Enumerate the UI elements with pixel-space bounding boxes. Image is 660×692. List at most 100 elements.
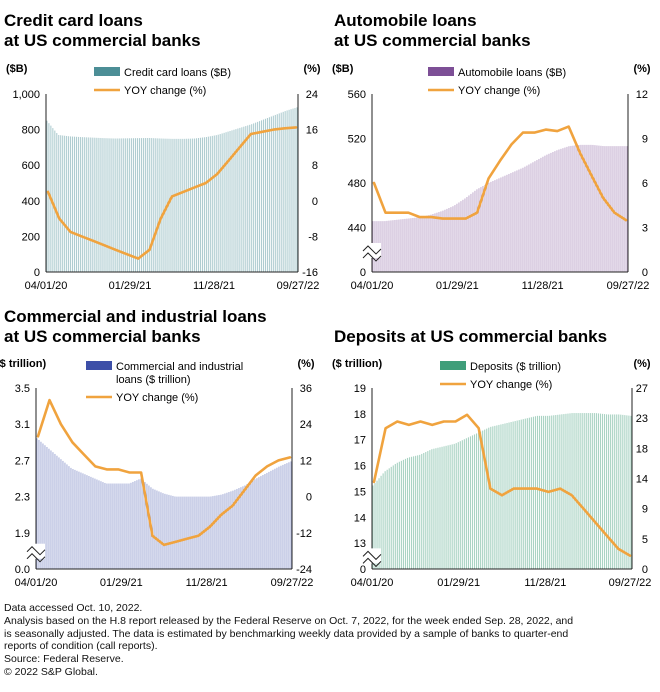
bar <box>388 220 390 272</box>
bar <box>286 463 288 569</box>
left-tick-label: 2.7 <box>15 455 30 467</box>
bar <box>451 444 453 569</box>
bar <box>428 215 430 272</box>
bar <box>618 146 620 272</box>
bar <box>132 481 134 569</box>
bar <box>52 452 54 569</box>
bar <box>199 137 202 272</box>
bar <box>142 480 144 569</box>
bar <box>473 434 476 569</box>
bar <box>211 135 213 272</box>
bar <box>125 138 127 272</box>
bar <box>564 147 566 272</box>
footnotes: Data accessed Oct. 10, 2022. Analysis ba… <box>4 602 654 679</box>
bar <box>48 123 50 272</box>
bar <box>278 466 280 569</box>
bar <box>622 146 624 272</box>
bar <box>438 212 440 272</box>
right-tick-label: 0 <box>642 564 648 576</box>
right-tick-label: 24 <box>306 89 318 101</box>
bar <box>192 496 194 569</box>
chart-title: at US commercial banks <box>4 327 201 346</box>
bar <box>260 476 262 569</box>
bar <box>122 483 124 569</box>
right-tick-label: 16 <box>306 125 318 137</box>
bar <box>516 420 518 569</box>
left-axis-unit: ($B) <box>6 63 28 75</box>
bar <box>224 493 226 569</box>
bar <box>486 183 488 272</box>
left-tick-label: 14 <box>354 512 366 524</box>
footnote-line: Analysis based on the H.8 report release… <box>4 614 574 627</box>
bar <box>290 109 292 272</box>
bar <box>50 450 52 569</box>
bar <box>227 131 229 272</box>
left-tick-label: 0 <box>34 267 40 279</box>
bar <box>118 483 120 569</box>
bar <box>590 144 592 272</box>
bar <box>237 128 239 272</box>
bar <box>585 413 587 569</box>
bar <box>270 116 272 272</box>
bar <box>280 465 282 569</box>
bar <box>624 415 626 569</box>
bar <box>75 136 77 272</box>
bar <box>406 457 409 569</box>
bar <box>528 417 530 569</box>
bar <box>229 130 231 272</box>
bar <box>589 413 591 569</box>
yoy-series-line <box>372 125 628 222</box>
bar <box>262 119 265 272</box>
bar <box>97 137 99 272</box>
bar <box>574 145 576 272</box>
bar <box>231 130 233 272</box>
x-tick-label: 09/27/22 <box>277 280 320 292</box>
right-tick-label: 0 <box>312 196 318 208</box>
bar <box>210 496 212 569</box>
bar <box>82 473 84 569</box>
bar <box>204 496 206 569</box>
bar <box>170 138 172 272</box>
bar <box>544 155 546 272</box>
left-tick-label: 800 <box>22 125 40 137</box>
bar <box>384 221 386 272</box>
bar <box>112 483 114 569</box>
left-tick-label: 0 <box>360 564 366 576</box>
bar <box>238 488 240 569</box>
bar <box>580 144 582 272</box>
bar <box>436 212 438 272</box>
right-tick-label: 18 <box>636 443 648 455</box>
bar <box>127 138 129 272</box>
bar <box>579 413 581 569</box>
bar <box>430 214 432 272</box>
bar <box>180 138 182 272</box>
axis-break-mark <box>362 245 382 255</box>
bar <box>446 208 448 272</box>
bar <box>500 424 502 569</box>
bar <box>536 415 539 569</box>
bar <box>432 214 434 272</box>
bar <box>288 462 290 569</box>
left-tick-label: 520 <box>348 134 366 146</box>
left-tick-label: 1,000 <box>12 89 40 101</box>
left-tick-label: 3.5 <box>15 383 30 395</box>
bar <box>526 165 528 272</box>
bar <box>178 496 180 569</box>
bar <box>510 173 512 272</box>
axis-break-mark <box>362 252 382 262</box>
bar <box>109 138 111 272</box>
bar <box>101 138 103 272</box>
bar <box>582 144 584 272</box>
bar <box>144 138 146 272</box>
bar <box>490 181 492 272</box>
bar <box>164 493 166 569</box>
legend-bar-label: Deposits ($ trillion) <box>470 361 561 373</box>
bar <box>593 413 595 569</box>
left-tick-label: 3.1 <box>15 419 30 431</box>
footnote-line: reports of condition (call reports). <box>4 640 158 653</box>
bar <box>506 422 508 569</box>
bar <box>506 174 508 272</box>
bar <box>429 450 431 569</box>
